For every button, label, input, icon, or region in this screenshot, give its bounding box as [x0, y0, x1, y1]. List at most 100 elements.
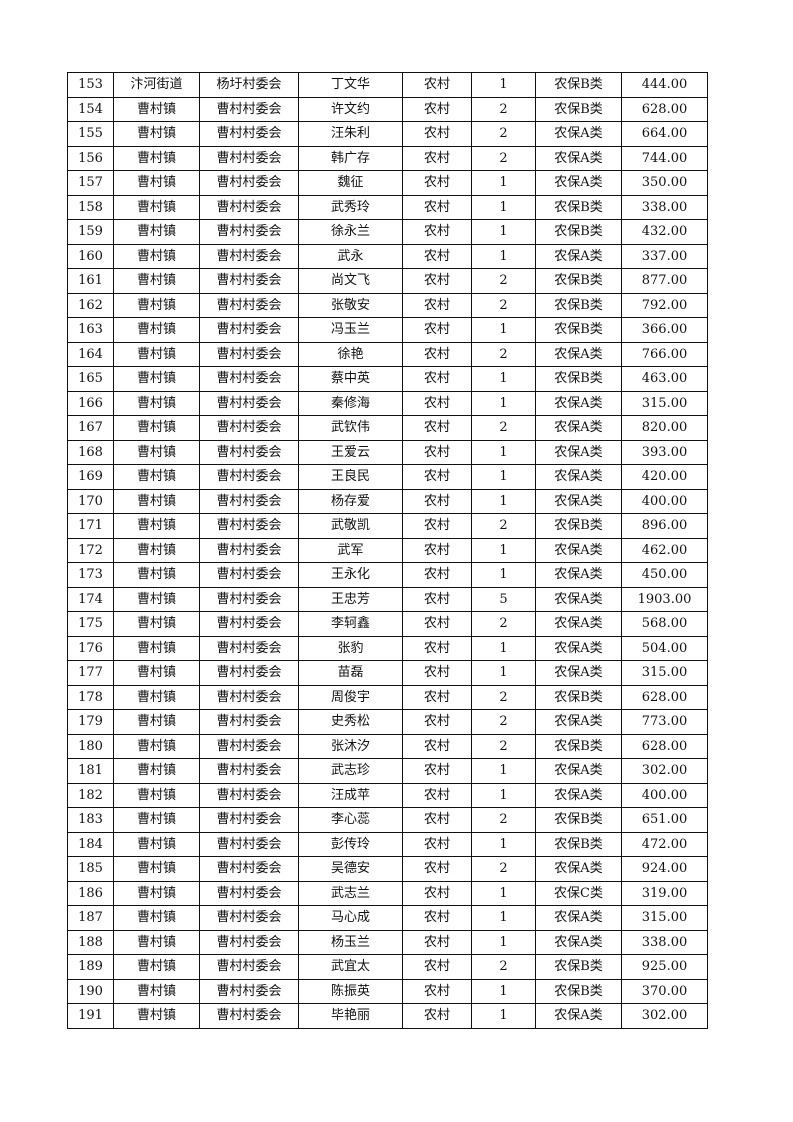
row-number-cell: 190 — [67, 978, 114, 1004]
household-type-cell: 农村 — [402, 831, 472, 857]
table-row: 159 曹村镇 曹村村委会 徐永兰 农村 1 农保B类 432.00 — [67, 219, 708, 245]
household-type-cell: 农村 — [402, 856, 472, 882]
row-number-cell: 169 — [67, 464, 114, 490]
amount-cell: 337.00 — [621, 243, 708, 269]
amount-cell: 315.00 — [621, 905, 708, 931]
row-number-cell: 164 — [67, 341, 114, 367]
amount-cell: 820.00 — [621, 415, 708, 441]
person-name-cell: 徐永兰 — [298, 219, 403, 245]
person-name-cell: 杨玉兰 — [298, 929, 403, 955]
village-committee-cell: 曹村村委会 — [199, 390, 299, 416]
town-cell: 曹村镇 — [113, 954, 200, 980]
table-row: 183 曹村镇 曹村村委会 李心蕊 农村 2 农保B类 651.00 — [67, 807, 708, 833]
household-type-cell: 农村 — [402, 954, 472, 980]
amount-cell: 444.00 — [621, 72, 708, 98]
table-row: 177 曹村镇 曹村村委会 苗磊 农村 1 农保A类 315.00 — [67, 660, 708, 686]
household-type-cell: 农村 — [402, 880, 472, 906]
household-size-cell: 1 — [471, 1003, 536, 1029]
household-size-cell: 2 — [471, 611, 536, 637]
table-row: 158 曹村镇 曹村村委会 武秀玲 农村 1 农保B类 338.00 — [67, 194, 708, 220]
insurance-category-cell: 农保A类 — [535, 905, 622, 931]
person-name-cell: 丁文华 — [298, 72, 403, 98]
row-number-cell: 166 — [67, 390, 114, 416]
household-size-cell: 2 — [471, 807, 536, 833]
household-size-cell: 2 — [471, 856, 536, 882]
insurance-category-cell: 农保A类 — [535, 635, 622, 661]
amount-cell: 315.00 — [621, 390, 708, 416]
person-name-cell: 武志兰 — [298, 880, 403, 906]
person-name-cell: 武钦伟 — [298, 415, 403, 441]
household-size-cell: 1 — [471, 562, 536, 588]
table-row: 179 曹村镇 曹村村委会 史秀松 农村 2 农保A类 773.00 — [67, 709, 708, 735]
row-number-cell: 171 — [67, 513, 114, 539]
household-type-cell: 农村 — [402, 292, 472, 318]
person-name-cell: 杨存爱 — [298, 488, 403, 514]
insurance-category-cell: 农保B类 — [535, 268, 622, 294]
village-committee-cell: 曹村村委会 — [199, 513, 299, 539]
town-cell: 曹村镇 — [113, 390, 200, 416]
household-type-cell: 农村 — [402, 782, 472, 808]
household-size-cell: 2 — [471, 96, 536, 122]
household-type-cell: 农村 — [402, 709, 472, 735]
person-name-cell: 蔡中英 — [298, 366, 403, 392]
row-number-cell: 184 — [67, 831, 114, 857]
household-size-cell: 1 — [471, 170, 536, 196]
insurance-category-cell: 农保A类 — [535, 439, 622, 465]
household-size-cell: 1 — [471, 439, 536, 465]
amount-cell: 773.00 — [621, 709, 708, 735]
insurance-category-cell: 农保A类 — [535, 243, 622, 269]
insurance-category-cell: 农保A类 — [535, 464, 622, 490]
town-cell: 曹村镇 — [113, 831, 200, 857]
amount-cell: 1903.00 — [621, 586, 708, 612]
town-cell: 曹村镇 — [113, 929, 200, 955]
person-name-cell: 徐艳 — [298, 341, 403, 367]
household-type-cell: 农村 — [402, 513, 472, 539]
town-cell: 曹村镇 — [113, 145, 200, 171]
household-type-cell: 农村 — [402, 96, 472, 122]
person-name-cell: 王良民 — [298, 464, 403, 490]
village-committee-cell: 曹村村委会 — [199, 586, 299, 612]
household-size-cell: 1 — [471, 758, 536, 784]
village-committee-cell: 曹村村委会 — [199, 317, 299, 343]
town-cell: 曹村镇 — [113, 684, 200, 710]
household-size-cell: 1 — [471, 978, 536, 1004]
table-row: 181 曹村镇 曹村村委会 武志珍 农村 1 农保A类 302.00 — [67, 758, 708, 784]
row-number-cell: 172 — [67, 537, 114, 563]
table-row: 184 曹村镇 曹村村委会 彭传玲 农村 1 农保B类 472.00 — [67, 831, 708, 857]
table-row: 178 曹村镇 曹村村委会 周俊宇 农村 2 农保B类 628.00 — [67, 684, 708, 710]
table-row: 166 曹村镇 曹村村委会 秦修海 农村 1 农保A类 315.00 — [67, 390, 708, 416]
amount-cell: 432.00 — [621, 219, 708, 245]
table-body: 153 汴河街道 杨圩村委会 丁文华 农村 1 农保B类 444.00 154 曹村镇 曹村村委会许… — [67, 72, 708, 1029]
insurance-category-cell: 农保B类 — [535, 978, 622, 1004]
village-committee-cell: 曹村村委会 — [199, 562, 299, 588]
household-type-cell: 农村 — [402, 341, 472, 367]
table-row: 167 曹村镇 曹村村委会 武钦伟 农村 2 农保A类 820.00 — [67, 415, 708, 441]
insurance-category-cell: 农保A类 — [535, 562, 622, 588]
row-number-cell: 154 — [67, 96, 114, 122]
row-number-cell: 161 — [67, 268, 114, 294]
household-type-cell: 农村 — [402, 684, 472, 710]
village-committee-cell: 曹村村委会 — [199, 415, 299, 441]
village-committee-cell: 曹村村委会 — [199, 464, 299, 490]
insurance-category-cell: 农保B类 — [535, 219, 622, 245]
household-size-cell: 1 — [471, 831, 536, 857]
person-name-cell: 吴德安 — [298, 856, 403, 882]
household-type-cell: 农村 — [402, 219, 472, 245]
town-cell: 曹村镇 — [113, 194, 200, 220]
household-size-cell: 1 — [471, 243, 536, 269]
person-name-cell: 许文约 — [298, 96, 403, 122]
village-committee-cell: 曹村村委会 — [199, 611, 299, 637]
town-cell: 曹村镇 — [113, 562, 200, 588]
amount-cell: 400.00 — [621, 488, 708, 514]
person-name-cell: 武军 — [298, 537, 403, 563]
row-number-cell: 179 — [67, 709, 114, 735]
household-size-cell: 2 — [471, 513, 536, 539]
town-cell: 曹村镇 — [113, 219, 200, 245]
table-row: 182 曹村镇 曹村村委会 汪成苹 农村 1 农保A类 400.00 — [67, 782, 708, 808]
household-type-cell: 农村 — [402, 562, 472, 588]
row-number-cell: 187 — [67, 905, 114, 931]
insurance-category-cell: 农保B类 — [535, 366, 622, 392]
person-name-cell: 王爱云 — [298, 439, 403, 465]
amount-cell: 766.00 — [621, 341, 708, 367]
town-cell: 曹村镇 — [113, 733, 200, 759]
